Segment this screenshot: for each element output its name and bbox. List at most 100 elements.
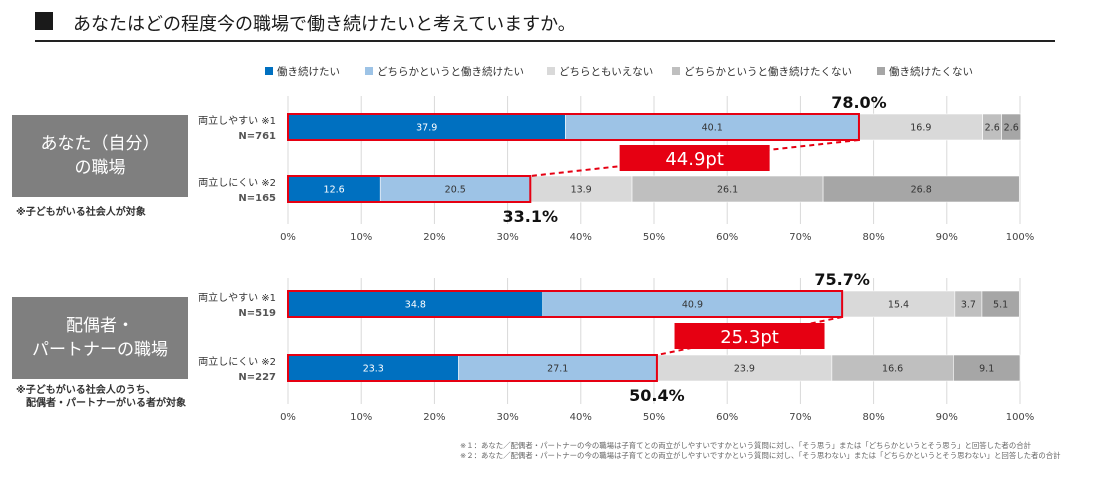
category-n-label: N=227 (238, 372, 276, 383)
data-label: 16.9 (910, 123, 931, 134)
data-label: 40.1 (702, 123, 723, 134)
x-tick-label: 90% (936, 232, 958, 243)
bar-segment (287, 290, 544, 318)
category-n-label: N=165 (238, 193, 276, 204)
category-label: 両立しやすい ※1 (198, 291, 276, 304)
x-tick-label: 30% (496, 232, 518, 243)
x-tick-label: 0% (280, 232, 296, 243)
legend-label: どちらかというと働き続けたくない (684, 66, 852, 78)
legend-label: どちらともいえない (559, 66, 654, 78)
legend-item: 働き続けたくない (877, 64, 973, 79)
data-label: 9.1 (979, 364, 994, 375)
x-tick-label: 50% (643, 232, 665, 243)
bar-segment (287, 113, 566, 141)
category-label: 両立しにくい ※2 (198, 176, 276, 189)
legend: 働き続けたい どちらかというと働き続けたい どちらともいえない どちらかというと… (265, 64, 985, 80)
data-label: 3.7 (961, 300, 976, 311)
bar-segment (841, 290, 956, 318)
bar-segment (981, 290, 1020, 318)
category-n-label: N=761 (238, 131, 276, 142)
title-row: あなたはどの程度今の職場で働き続けたいと考えていますか。 (35, 10, 1055, 42)
data-label: 5.1 (993, 300, 1008, 311)
data-label: 37.9 (416, 123, 437, 134)
x-tick-label: 60% (716, 412, 738, 423)
legend-label: 働き続けたくない (889, 66, 973, 78)
difference-label: 25.3pt (720, 327, 779, 348)
x-tick-label: 80% (862, 232, 884, 243)
bottom-total-label: 33.1% (503, 207, 559, 226)
difference-box (674, 323, 825, 349)
x-tick-label: 90% (936, 412, 958, 423)
footnote-1: ※１：あなた／配偶者・パートナーの今の職場は子育てとの両立がしやすいですかという… (460, 441, 1031, 450)
legend-swatch (265, 67, 273, 75)
legend-label: どちらかというと働き続けたい (377, 66, 524, 78)
footnotes: ※１：あなた／配偶者・パートナーの今の職場は子育てとの両立がしやすいですかという… (460, 441, 1061, 461)
x-tick-label: 40% (570, 232, 592, 243)
legend-swatch (672, 67, 680, 75)
x-tick-label: 30% (496, 412, 518, 423)
x-tick-label: 70% (789, 232, 811, 243)
data-label: 16.6 (882, 364, 903, 375)
x-tick-label: 10% (350, 232, 372, 243)
bar-segment (831, 354, 954, 382)
panel-2-note: ※子どもがいる社会人のうち、 配偶者・パートナーがいる者が対象 (16, 385, 186, 409)
legend-item: どちらともいえない (547, 64, 653, 79)
data-label: 2.6 (1004, 123, 1019, 134)
data-label: 27.1 (547, 364, 568, 375)
bar-segment (458, 354, 658, 382)
bar-segment (1001, 113, 1022, 141)
legend-swatch (547, 67, 555, 75)
highlight-box (287, 290, 844, 318)
data-label: 20.5 (445, 185, 466, 196)
x-tick-label: 40% (570, 412, 592, 423)
data-label: 40.9 (682, 300, 703, 311)
highlight-box (287, 175, 532, 203)
x-tick-label: 60% (716, 232, 738, 243)
x-tick-label: 70% (789, 412, 811, 423)
category-label: 両立しにくい ※2 (198, 355, 276, 368)
data-label: 23.3 (363, 364, 384, 375)
panel-2-side-label: 配偶者・ パートナーの職場 (12, 297, 188, 379)
legend-item: どちらかというと働き続けたい (365, 64, 524, 79)
footnote-2: ※２：あなた／配偶者・パートナーの今の職場は子育てとの両立がしやすいですかという… (460, 451, 1061, 460)
bar-segment (954, 290, 983, 318)
data-label: 26.1 (717, 185, 738, 196)
x-tick-label: 10% (350, 412, 372, 423)
x-tick-label: 0% (280, 412, 296, 423)
data-label: 26.8 (911, 185, 932, 196)
data-label: 13.9 (571, 185, 592, 196)
panel-1-note: ※子どもがいる社会人が対象 (16, 207, 146, 218)
legend-item: どちらかというと働き続けたくない (672, 64, 852, 79)
bar-segment (379, 175, 531, 203)
x-tick-label: 20% (423, 412, 445, 423)
bottom-total-label: 50.4% (629, 386, 685, 405)
page-title: あなたはどの程度今の職場で働き続けたいと考えていますか。 (73, 14, 576, 35)
panel-1-side-label: あなた（自分） の職場 (12, 115, 188, 197)
category-label: 両立しやすい ※1 (198, 114, 276, 127)
bar-segment (287, 175, 381, 203)
title-square-icon (35, 12, 53, 30)
x-tick-label: 20% (423, 232, 445, 243)
data-label: 23.9 (734, 364, 755, 375)
data-label: 2.6 (985, 123, 1000, 134)
x-tick-label: 100% (1006, 232, 1035, 243)
data-label: 15.4 (888, 300, 909, 311)
difference-box (619, 145, 770, 171)
legend-label: 働き続けたい (277, 66, 340, 78)
data-label: 12.6 (324, 185, 345, 196)
legend-item: 働き続けたい (265, 64, 340, 79)
x-tick-label: 50% (643, 412, 665, 423)
data-label: 34.8 (405, 300, 426, 311)
x-tick-label: 100% (1006, 412, 1035, 423)
bar-segment (822, 175, 1020, 203)
bar-segment (529, 175, 633, 203)
legend-swatch (365, 67, 373, 75)
highlight-box (287, 113, 860, 141)
top-total-label: 75.7% (814, 270, 870, 289)
category-n-label: N=519 (238, 308, 276, 319)
legend-swatch (877, 67, 885, 75)
bar-segment (953, 354, 1021, 382)
difference-label: 44.9pt (665, 149, 724, 170)
bar-segment (631, 175, 824, 203)
